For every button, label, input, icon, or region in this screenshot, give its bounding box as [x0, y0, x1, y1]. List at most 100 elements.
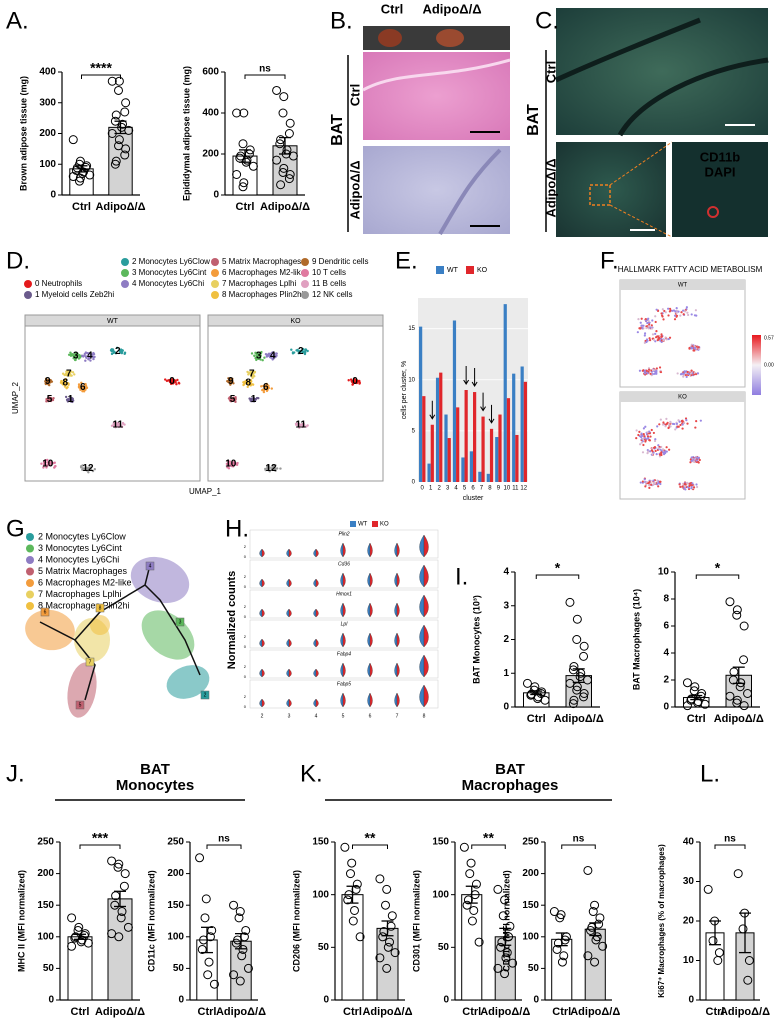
- score-point: [681, 427, 684, 430]
- group-header: Monocytes: [116, 777, 194, 794]
- facet-label: WT: [678, 283, 688, 289]
- cluster-label: 11: [112, 420, 123, 431]
- data-point: [67, 941, 77, 951]
- data-point: [231, 938, 241, 948]
- violin: [369, 572, 373, 588]
- umap-point: [46, 461, 50, 464]
- x-tick-label: 4: [454, 486, 458, 492]
- score-point: [643, 341, 646, 344]
- y-tick-label: 0: [244, 644, 247, 649]
- y-tick-label: 200: [39, 128, 56, 139]
- data-point: [375, 953, 385, 963]
- facet-panel: [207, 314, 384, 482]
- data-point: [471, 879, 481, 889]
- score-point: [682, 375, 685, 378]
- cluster-label: 2: [115, 346, 121, 357]
- cluster-label: 1: [251, 394, 257, 405]
- panel-label: E.: [395, 247, 418, 274]
- umap-point: [80, 381, 83, 385]
- bar: [461, 894, 483, 1001]
- violin: [342, 572, 346, 588]
- data-point: [572, 635, 582, 644]
- data-point: [199, 935, 209, 945]
- legend-label: 10 T cells: [312, 268, 346, 277]
- violin: [261, 698, 265, 708]
- umap-point: [66, 386, 69, 389]
- node-label: 5: [79, 702, 82, 708]
- score-point: [640, 317, 643, 320]
- x-tick-label: AdipoΔ/Δ: [260, 201, 310, 213]
- x-tick-label: 6: [471, 486, 475, 492]
- data-point: [117, 907, 127, 917]
- data-point: [595, 913, 605, 923]
- umap-point: [271, 464, 275, 468]
- score-point: [690, 313, 693, 316]
- score-point: [661, 308, 664, 311]
- data-point: [463, 895, 473, 905]
- umap-point: [270, 356, 273, 359]
- stain-label: CD11b: [700, 149, 741, 164]
- node-label: 8: [99, 605, 102, 611]
- node-box: [40, 607, 50, 617]
- data-point: [111, 891, 121, 901]
- data-point: [234, 913, 244, 923]
- umap-point: [260, 385, 263, 388]
- violin: [369, 632, 373, 648]
- panel-c-images: [545, 8, 769, 238]
- zoom-line: [609, 141, 673, 186]
- bar: [478, 471, 482, 482]
- score-point: [684, 417, 688, 420]
- umap-point: [81, 354, 84, 358]
- violin: [261, 638, 265, 648]
- node-box: [200, 690, 210, 700]
- umap-point: [45, 382, 48, 385]
- cluster-label: 1: [68, 394, 74, 405]
- gene-label: Fabp4: [337, 651, 351, 657]
- umap-point: [82, 387, 85, 391]
- y-tick-label: 0: [244, 584, 247, 589]
- umap-point: [88, 355, 92, 359]
- y-tick-label: 40: [683, 837, 695, 848]
- violin: [369, 692, 373, 708]
- data-point: [586, 925, 596, 935]
- violin: [423, 534, 429, 558]
- legend-label: 6 Macrophages M2-like: [38, 577, 132, 587]
- score-point: [692, 486, 696, 489]
- x-tick-label: 3: [446, 486, 450, 492]
- x-tick-label: 7: [480, 486, 484, 492]
- data-point: [565, 597, 575, 607]
- data-point: [385, 937, 394, 947]
- data-point: [588, 907, 598, 917]
- y-axis-label: Ki67⁺ Macrophages (% of macrophages): [657, 844, 666, 998]
- data-point: [555, 913, 565, 923]
- data-point: [119, 881, 129, 891]
- y-tick-label: 0: [244, 704, 247, 709]
- data-point: [195, 853, 205, 863]
- score-point: [655, 369, 658, 372]
- y-tick-label: 150: [522, 900, 539, 911]
- y-axis-label: CD11c (MFI normalized): [146, 870, 156, 972]
- umap-point: [69, 373, 72, 377]
- data-point: [530, 682, 540, 692]
- umap-point: [246, 381, 250, 385]
- score-point: [644, 485, 647, 488]
- x-tick-label: 8: [423, 713, 426, 719]
- umap-point: [228, 460, 232, 463]
- score-point: [662, 339, 665, 342]
- x-axis-label: cluster: [463, 495, 484, 502]
- score-point: [694, 309, 697, 312]
- legend-swatch: [26, 602, 34, 610]
- cluster-label: 6: [263, 382, 269, 393]
- data-point: [275, 139, 285, 149]
- y-tick-label: 200: [202, 149, 219, 160]
- umap-point: [50, 380, 54, 383]
- score-point: [678, 420, 681, 423]
- violin: [396, 542, 400, 558]
- score-point: [644, 425, 647, 428]
- legend-swatch: [26, 556, 34, 564]
- legend-label: 1 Myeloid cells Zeb2hi: [35, 290, 114, 299]
- data-point: [572, 682, 582, 692]
- umap-point: [304, 349, 307, 352]
- score-point: [648, 450, 652, 453]
- y-axis-label: CD11c (MFI normalized): [501, 870, 511, 972]
